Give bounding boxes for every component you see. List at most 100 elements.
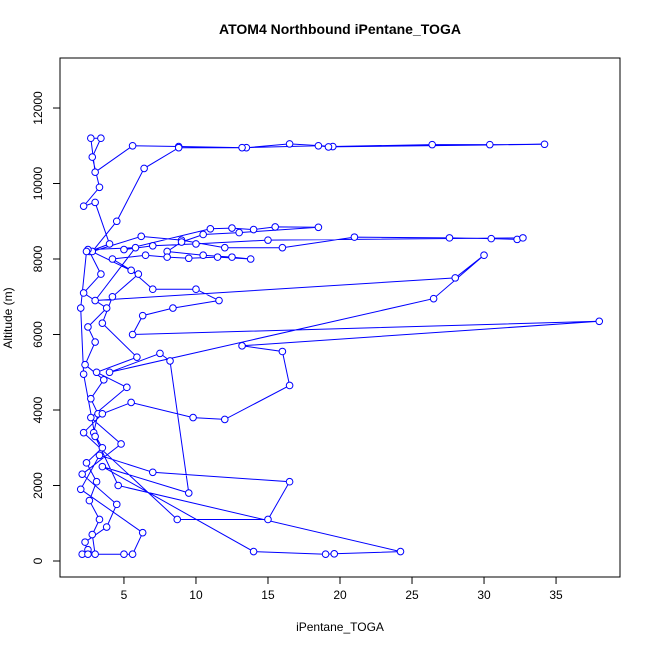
point: [321, 550, 330, 559]
point: [314, 141, 323, 150]
point: [148, 468, 157, 477]
point: [128, 141, 137, 150]
point: [163, 253, 171, 261]
point: [127, 398, 135, 407]
point: [112, 217, 121, 226]
point: [98, 319, 107, 327]
point: [220, 415, 229, 424]
point: [133, 353, 141, 361]
y-tick-label: 0: [31, 557, 45, 564]
point: [91, 168, 99, 176]
x-tick-label: 25: [405, 588, 419, 602]
point: [131, 243, 140, 252]
point: [98, 443, 107, 452]
point: [246, 255, 255, 263]
point: [519, 234, 527, 242]
point: [324, 143, 333, 151]
point: [330, 550, 339, 558]
point: [264, 515, 272, 524]
point: [595, 317, 604, 326]
point: [192, 240, 200, 248]
y-tick-label: 2000: [31, 472, 45, 499]
point: [91, 550, 99, 559]
point: [97, 134, 105, 143]
point: [108, 255, 117, 263]
point: [76, 304, 85, 312]
x-tick-label: 35: [549, 588, 563, 602]
point: [108, 292, 117, 301]
point: [120, 550, 128, 559]
point: [445, 234, 454, 242]
point: [91, 432, 99, 441]
point: [285, 140, 294, 148]
point: [278, 243, 287, 252]
point: [166, 357, 174, 365]
point: [87, 134, 95, 143]
point: [173, 515, 182, 524]
point: [128, 550, 137, 559]
point: [278, 347, 287, 356]
point: [199, 251, 207, 260]
point: [127, 266, 135, 275]
point: [91, 296, 99, 305]
point: [428, 140, 436, 149]
y-tick-label: 12000: [31, 91, 45, 125]
y-tick-label: 8000: [31, 245, 45, 272]
x-tick-label: 20: [333, 588, 347, 602]
point: [98, 409, 107, 418]
x-tick-label: 15: [261, 588, 275, 602]
point: [91, 338, 99, 346]
y-axis-label: Altitude (m): [1, 287, 15, 348]
point: [480, 251, 488, 260]
point: [451, 274, 460, 282]
point: [102, 304, 111, 312]
x-tick-label: 30: [477, 588, 491, 602]
point: [95, 451, 104, 460]
point: [220, 243, 229, 252]
point: [285, 381, 294, 390]
point: [128, 330, 137, 339]
point: [99, 376, 108, 384]
y-tick-label: 10000: [31, 167, 45, 201]
point: [540, 140, 549, 149]
point: [396, 547, 405, 556]
point: [156, 349, 164, 358]
point: [138, 528, 147, 537]
point: [87, 394, 95, 403]
point: [148, 241, 157, 250]
point: [79, 202, 88, 210]
point: [88, 153, 97, 161]
point: [271, 223, 279, 231]
point: [485, 140, 494, 149]
point: [235, 228, 243, 237]
point: [213, 253, 222, 261]
point: [76, 485, 85, 494]
point: [105, 240, 114, 248]
point: [137, 232, 146, 241]
point: [429, 294, 438, 303]
point: [184, 254, 193, 263]
point: [228, 224, 236, 232]
point: [189, 413, 197, 422]
point: [215, 296, 223, 305]
point: [228, 253, 236, 261]
point: [92, 477, 101, 486]
point: [114, 481, 122, 490]
point: [81, 360, 89, 369]
point: [184, 489, 193, 497]
point: [264, 236, 272, 244]
point: [78, 470, 86, 478]
point: [82, 247, 91, 256]
point: [177, 238, 186, 246]
point: [79, 428, 88, 437]
point: [79, 370, 88, 378]
point: [140, 164, 148, 173]
x-axis-label: iPentane_TOGA: [296, 620, 384, 634]
point: [82, 459, 91, 467]
point: [95, 515, 104, 524]
point: [285, 477, 294, 486]
point: [85, 496, 94, 505]
point: [84, 550, 92, 559]
point: [138, 311, 147, 320]
